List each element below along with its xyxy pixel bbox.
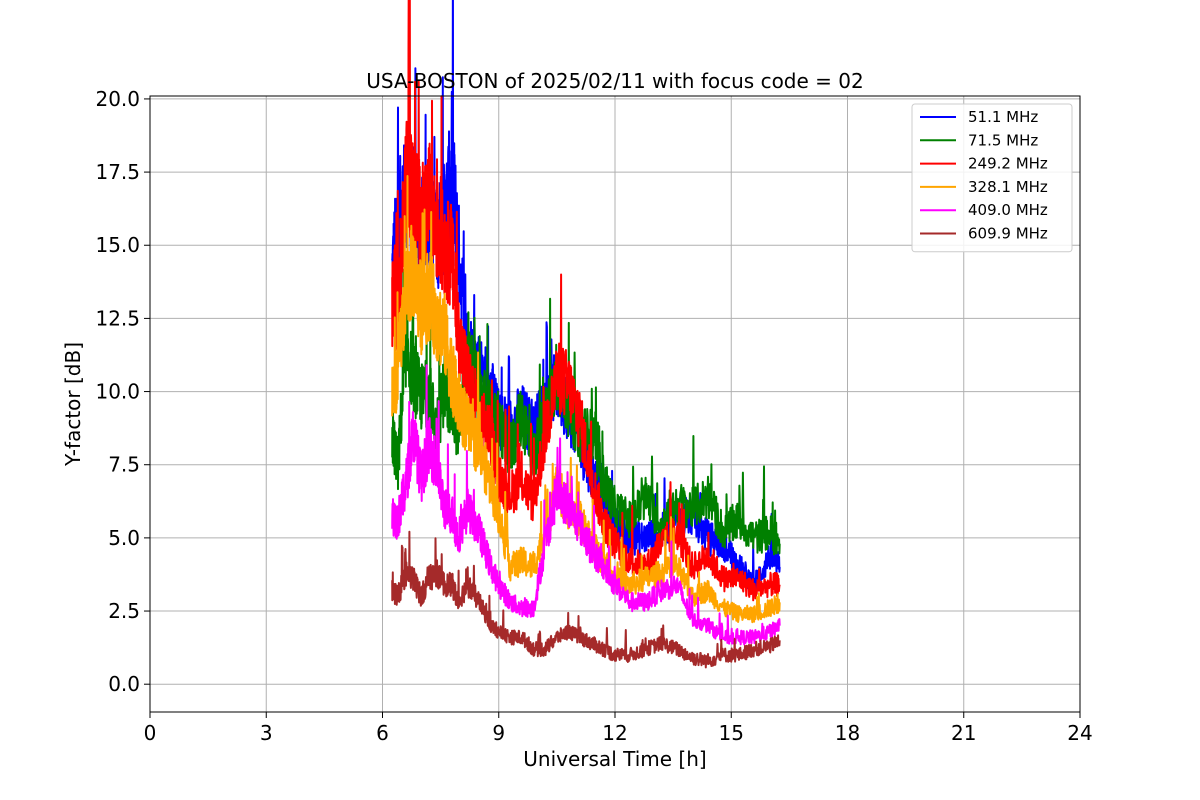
x-tick-label: 6 [376,721,389,745]
chart-title: USA-BOSTON of 2025/02/11 with focus code… [366,69,863,93]
series-group [391,0,781,669]
x-tick-label: 15 [719,721,744,745]
y-tick-label: 10.0 [95,380,140,404]
legend-label: 249.2 MHz [968,155,1048,173]
x-tick-label: 9 [492,721,505,745]
y-tick-label: 7.5 [108,453,140,477]
x-axis-label: Universal Time [h] [523,747,706,771]
y-tick-label: 20.0 [95,87,140,111]
x-tick-label: 12 [602,721,627,745]
y-tick-label: 17.5 [95,160,140,184]
y-tick-label: 0.0 [108,672,140,696]
legend-label: 71.5 MHz [968,131,1038,149]
legend-label: 409.0 MHz [968,201,1048,219]
legend-label: 51.1 MHz [968,108,1038,126]
series-line-5 [391,530,781,669]
series-line-4 [391,364,781,646]
y-axis-label: Y-factor [dB] [61,342,85,467]
x-tick-label: 24 [1067,721,1092,745]
y-tick-label: 12.5 [95,306,140,330]
legend-label: 328.1 MHz [968,178,1048,196]
x-tick-label: 21 [951,721,976,745]
series-line-2 [391,0,781,602]
axes: 0 3 6 9 12 15 18 21 24 0.0 2.5 5.0 7.5 10.0 12.5 15.0 17… [95,87,1092,745]
y-tick-label: 15.0 [95,233,140,257]
series-line-3 [391,175,781,624]
x-tick-label: 18 [835,721,860,745]
y-tick-label: 5.0 [108,526,140,550]
y-tick-label: 2.5 [108,599,140,623]
legend-label: 609.9 MHz [968,225,1048,243]
x-tick-label: 0 [144,721,157,745]
x-tick-label: 3 [260,721,273,745]
legend: 51.1 MHz 71.5 MHz 249.2 MHz 328.1 MHz 409.0 … [911,103,1073,253]
